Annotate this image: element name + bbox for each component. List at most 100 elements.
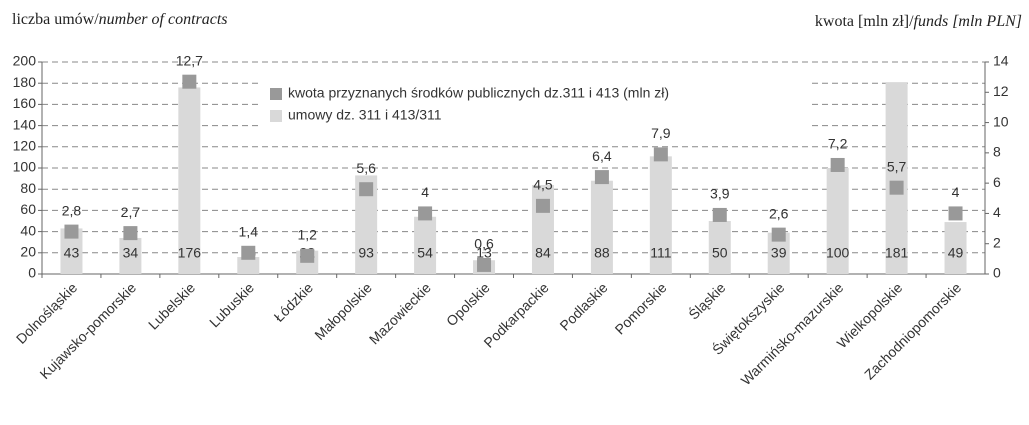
marker-value-label: 1,2 bbox=[297, 227, 317, 243]
bar bbox=[767, 232, 790, 274]
x-tick-label: Małopolskie bbox=[311, 279, 375, 343]
y2-tick-label: 14 bbox=[993, 53, 1009, 69]
legend-box bbox=[262, 80, 810, 128]
bar bbox=[708, 221, 731, 274]
bar bbox=[414, 216, 437, 274]
marker-value-label: 6,4 bbox=[592, 148, 612, 164]
x-tick-label: Mazowieckie bbox=[366, 279, 434, 347]
y-tick-label: 180 bbox=[13, 74, 37, 90]
marker-value-label: 2,7 bbox=[121, 204, 141, 220]
bar bbox=[590, 180, 613, 274]
bar-value-label: 34 bbox=[123, 245, 139, 261]
legend-swatch bbox=[270, 110, 282, 122]
marker-value-label: 1,4 bbox=[239, 224, 259, 240]
y-tick-label: 60 bbox=[20, 201, 36, 217]
marker bbox=[830, 157, 845, 172]
bar-value-label: 50 bbox=[712, 245, 728, 261]
bar bbox=[119, 237, 142, 274]
y-tick-label: 20 bbox=[20, 244, 36, 260]
y-tick-label: 200 bbox=[13, 53, 37, 69]
marker bbox=[889, 180, 904, 195]
marker-value-label: 2,6 bbox=[769, 205, 789, 221]
y-axis-title-pl: liczba umów/ bbox=[12, 11, 99, 28]
bar bbox=[649, 156, 672, 274]
marker-value-label: 0,6 bbox=[474, 236, 494, 252]
marker-value-label: 7,2 bbox=[828, 136, 848, 152]
marker bbox=[712, 207, 727, 222]
bar-value-label: 13 bbox=[476, 245, 492, 261]
y2-tick-label: 10 bbox=[993, 113, 1009, 129]
marker-value-label: 5,7 bbox=[887, 158, 907, 174]
bar-value-label: 84 bbox=[535, 245, 551, 261]
y-tick-label: 0 bbox=[28, 265, 36, 281]
y2-axis-title-en: funds [mln PLN] bbox=[914, 13, 1022, 30]
bar-value-label: 111 bbox=[650, 245, 671, 261]
marker-value-label: 12,7 bbox=[176, 52, 203, 68]
y-axis-title-en: number of contracts bbox=[99, 11, 228, 28]
marker-value-label: 3,9 bbox=[710, 186, 730, 202]
x-tick-label: Podlaskie bbox=[556, 279, 610, 333]
bar bbox=[60, 228, 83, 274]
y2-tick-label: 6 bbox=[993, 174, 1001, 190]
marker bbox=[594, 170, 609, 185]
x-tick-label: Kujawsko-pomorskie bbox=[36, 279, 139, 382]
bar-value-label: 176 bbox=[178, 245, 202, 261]
marker bbox=[123, 226, 138, 241]
y-tick-label: 140 bbox=[13, 116, 37, 132]
marker-value-label: 2,8 bbox=[62, 202, 82, 218]
y-tick-label: 40 bbox=[20, 222, 36, 238]
marker bbox=[359, 182, 374, 197]
marker-value-label: 7,9 bbox=[651, 125, 671, 141]
marker bbox=[182, 74, 197, 89]
bar bbox=[355, 175, 378, 274]
y-tick-label: 100 bbox=[13, 159, 37, 175]
legend-swatch bbox=[270, 88, 282, 100]
y2-axis-title: kwota [mln zł]/funds [mln PLN] bbox=[815, 13, 1022, 30]
marker bbox=[535, 198, 550, 213]
bar bbox=[178, 87, 201, 274]
y2-tick-label: 8 bbox=[993, 144, 1001, 160]
x-tick-label: Łódzkie bbox=[271, 279, 317, 325]
legend-label: umowy dz. 311 i 413/311 bbox=[288, 107, 442, 123]
marker bbox=[771, 227, 786, 242]
marker-value-label: 4 bbox=[952, 184, 960, 200]
bar bbox=[944, 222, 967, 274]
marker-value-label: 4 bbox=[421, 184, 429, 200]
bar-value-label: 49 bbox=[948, 245, 964, 261]
x-tick-label: Lubelskie bbox=[145, 279, 198, 332]
bar-value-label: 88 bbox=[594, 245, 610, 261]
x-tick-label: Lubuskie bbox=[206, 279, 257, 330]
legend-label: kwota przyznanych środków publicznych dz… bbox=[288, 85, 669, 101]
bar-value-label: 181 bbox=[885, 245, 909, 261]
y2-tick-label: 12 bbox=[993, 83, 1009, 99]
y-tick-label: 120 bbox=[13, 138, 37, 154]
bar bbox=[237, 257, 260, 274]
x-tick-label: Opolskie bbox=[443, 279, 493, 329]
marker-value-label: 4,5 bbox=[533, 177, 553, 193]
marker bbox=[653, 147, 668, 162]
x-tick-label: Warmińsko-mazurskie bbox=[738, 279, 847, 388]
marker bbox=[300, 248, 315, 263]
bar-value-label: 54 bbox=[417, 245, 433, 261]
marker bbox=[948, 206, 963, 221]
bar-value-label: 93 bbox=[358, 245, 374, 261]
marker-value-label: 5,6 bbox=[356, 160, 376, 176]
y-axis-title: liczba umów/number of contracts bbox=[12, 11, 228, 28]
bar-value-label: 43 bbox=[64, 245, 80, 261]
y2-tick-label: 0 bbox=[993, 265, 1001, 281]
bar bbox=[885, 82, 908, 274]
x-tick-label: Zachodniopomorskie bbox=[861, 279, 964, 382]
y-tick-label: 80 bbox=[20, 180, 36, 196]
marker bbox=[418, 206, 433, 221]
y-tick-label: 160 bbox=[13, 95, 37, 111]
marker bbox=[477, 257, 492, 272]
y2-axis-title-pl: kwota [mln zł]/ bbox=[815, 13, 914, 30]
bar-value-label: 100 bbox=[826, 245, 850, 261]
y2-tick-label: 2 bbox=[993, 234, 1001, 250]
bar bbox=[826, 168, 849, 274]
marker bbox=[241, 245, 256, 260]
bar-value-label: 39 bbox=[771, 245, 787, 261]
x-tick-label: Śląskie bbox=[685, 279, 729, 323]
x-tick-label: Pomorskie bbox=[612, 279, 670, 337]
